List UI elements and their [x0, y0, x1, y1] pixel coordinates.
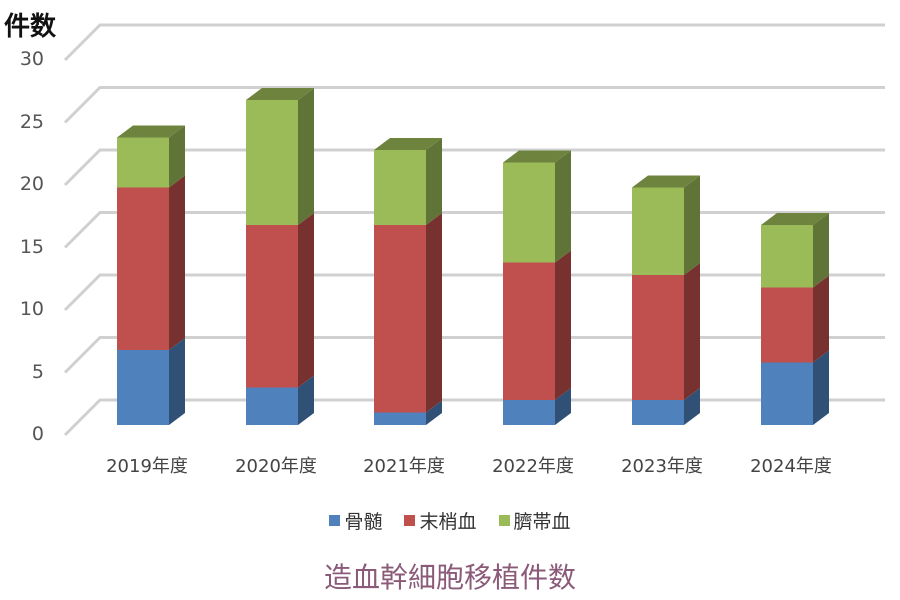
- legend-label: 骨髄: [344, 511, 383, 533]
- y-tick-label: 10: [19, 298, 44, 320]
- y-tick-label: 15: [19, 235, 44, 258]
- bar-segment: [503, 250, 571, 400]
- y-tick-label: 30: [19, 48, 44, 70]
- y-tick-label: 0: [31, 423, 44, 445]
- bar-segment: [761, 213, 829, 288]
- x-category-label: 2022年度: [492, 456, 574, 477]
- bar-segment: [246, 213, 314, 388]
- bar-segment: [117, 175, 185, 350]
- x-category-label: 2020年度: [235, 456, 317, 477]
- legend-item: 臍帯血: [498, 507, 571, 534]
- y-tick-label: 5: [31, 360, 44, 383]
- bar-segment: [117, 338, 185, 425]
- y-tick-label: 20: [19, 173, 44, 195]
- y-axis-title: 件数: [4, 12, 57, 42]
- bar-segment: [761, 350, 829, 425]
- y-tick-label: 25: [19, 110, 44, 133]
- legend-swatch: [498, 515, 510, 526]
- bar-segment: [761, 275, 829, 363]
- bar-segment: [374, 138, 442, 225]
- legend-label: 末梢血: [419, 511, 477, 533]
- legend-label: 臍帯血: [513, 511, 571, 533]
- legend-item: 骨髄: [329, 507, 382, 534]
- chart-title: 造血幹細胞移植件数: [323, 561, 576, 594]
- legend: 骨髄 末梢血 臍帯血: [0, 507, 900, 534]
- legend-swatch: [329, 515, 341, 526]
- x-category-label: 2024年度: [750, 456, 832, 477]
- x-category-label: 2019年度: [106, 456, 188, 477]
- bar-segment: [632, 263, 700, 400]
- bar-segment: [503, 388, 571, 425]
- bar-segment: [246, 375, 314, 425]
- bar-segment: [503, 150, 571, 263]
- bar-segment: [632, 175, 700, 275]
- bar-segment: [117, 125, 185, 188]
- bar-segment: [374, 400, 442, 425]
- x-category-label: 2021年度: [363, 456, 445, 477]
- bar-segment: [374, 213, 442, 413]
- legend-swatch: [404, 515, 416, 526]
- legend-item: 末梢血: [404, 507, 477, 534]
- x-category-label: 2023年度: [621, 456, 703, 477]
- bar-segment: [246, 88, 314, 225]
- bar-segment: [632, 388, 700, 425]
